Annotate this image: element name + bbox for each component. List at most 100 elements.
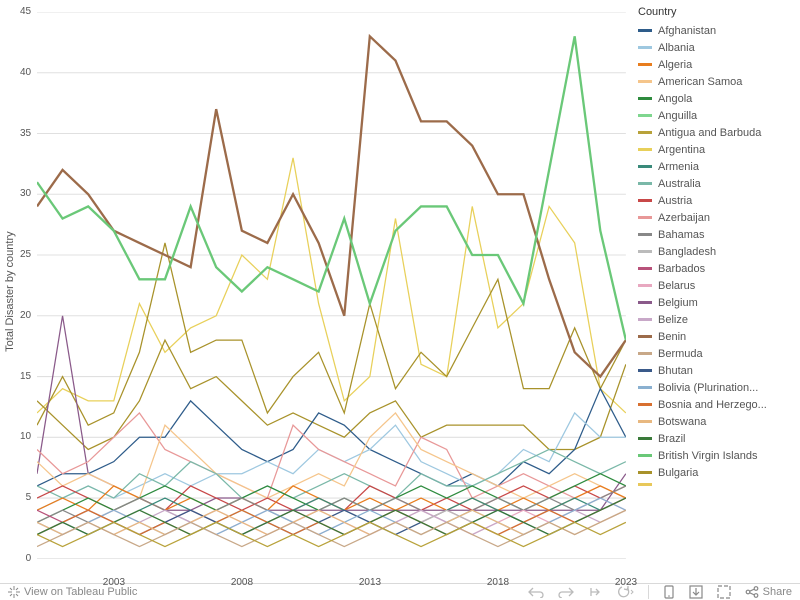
- legend-label: Botswana: [658, 416, 706, 428]
- x-tick: 2008: [231, 577, 253, 588]
- share-button[interactable]: Share: [745, 586, 792, 598]
- legend-swatch: [638, 29, 652, 32]
- legend-label: Austria: [658, 195, 692, 207]
- share-icon: [745, 586, 759, 598]
- legend-item[interactable]: Algeria: [638, 56, 796, 73]
- legend-label: Brazil: [658, 433, 686, 445]
- legend-item[interactable]: Bermuda: [638, 345, 796, 362]
- legend-item[interactable]: Bahamas: [638, 226, 796, 243]
- legend-swatch: [638, 216, 652, 219]
- legend-label: Bahamas: [658, 229, 704, 241]
- legend-label: British Virgin Islands: [658, 450, 757, 462]
- download-button[interactable]: [689, 585, 703, 599]
- legend-item[interactable]: American Samoa: [638, 73, 796, 90]
- legend-swatch: [638, 437, 652, 440]
- legend-swatch: [638, 233, 652, 236]
- legend-item[interactable]: Bolivia (Plurination...: [638, 379, 796, 396]
- legend-label: Antigua and Barbuda: [658, 127, 761, 139]
- x-tick: 2023: [615, 577, 637, 588]
- legend-item[interactable]: Bhutan: [638, 362, 796, 379]
- legend-label: Bermuda: [658, 348, 703, 360]
- share-label: Share: [763, 586, 792, 598]
- legend-swatch: [638, 284, 652, 287]
- x-tick: 2018: [487, 577, 509, 588]
- undo-icon: [528, 586, 544, 598]
- legend-item[interactable]: Barbados: [638, 260, 796, 277]
- legend-label: Barbados: [658, 263, 705, 275]
- legend-item[interactable]: British Virgin Islands: [638, 447, 796, 464]
- legend-label: Bangladesh: [658, 246, 716, 258]
- fullscreen-button[interactable]: [717, 585, 731, 599]
- legend-item[interactable]: Belarus: [638, 277, 796, 294]
- legend-item[interactable]: Afghanistan: [638, 22, 796, 39]
- legend-swatch: [638, 454, 652, 457]
- legend-swatch: [638, 386, 652, 389]
- legend-label: American Samoa: [658, 76, 742, 88]
- legend-item[interactable]: Brazil: [638, 430, 796, 447]
- legend-item[interactable]: Bulgaria: [638, 464, 796, 481]
- legend-item[interactable]: Australia: [638, 175, 796, 192]
- legend-swatch: [638, 471, 652, 474]
- toolbar-separator: [648, 585, 649, 599]
- legend-label: Belarus: [658, 280, 695, 292]
- plot-region: Total Disaster by country 45403530252015…: [0, 0, 630, 583]
- legend-swatch: [638, 63, 652, 66]
- legend-label: Bolivia (Plurination...: [658, 382, 758, 394]
- legend-item[interactable]: Albania: [638, 39, 796, 56]
- replay-button[interactable]: [588, 586, 602, 598]
- tableau-icon: [8, 586, 20, 598]
- legend: Country AfghanistanAlbaniaAlgeriaAmerica…: [630, 0, 800, 583]
- legend-item[interactable]: Antigua and Barbuda: [638, 124, 796, 141]
- plot-svg-wrap: 20032008201320182023: [37, 0, 630, 583]
- legend-item[interactable]: Austria: [638, 192, 796, 209]
- replay-icon: [588, 586, 602, 598]
- legend-swatch: [638, 420, 652, 423]
- redo-icon: [558, 586, 574, 598]
- device-button[interactable]: [663, 585, 675, 599]
- legend-swatch: [638, 165, 652, 168]
- x-tick: 2013: [359, 577, 381, 588]
- redo-button[interactable]: [558, 586, 574, 598]
- device-icon: [663, 585, 675, 599]
- chart-container: Total Disaster by country 45403530252015…: [0, 0, 800, 600]
- legend-label: Azerbaijan: [658, 212, 710, 224]
- legend-swatch: [638, 250, 652, 253]
- legend-label: Bhutan: [658, 365, 693, 377]
- legend-item[interactable]: Anguilla: [638, 107, 796, 124]
- legend-more-indicator: [638, 483, 652, 486]
- legend-swatch: [638, 318, 652, 321]
- legend-item[interactable]: Bosnia and Herzego...: [638, 396, 796, 413]
- legend-item[interactable]: Benin: [638, 328, 796, 345]
- legend-swatch: [638, 267, 652, 270]
- legend-item[interactable]: Armenia: [638, 158, 796, 175]
- undo-button[interactable]: [528, 586, 544, 598]
- legend-item[interactable]: Belgium: [638, 294, 796, 311]
- legend-swatch: [638, 182, 652, 185]
- line-chart[interactable]: [37, 12, 626, 559]
- x-tick: 2003: [103, 577, 125, 588]
- legend-item[interactable]: Argentina: [638, 141, 796, 158]
- legend-item[interactable]: Bangladesh: [638, 243, 796, 260]
- legend-swatch: [638, 403, 652, 406]
- legend-label: Belize: [658, 314, 688, 326]
- legend-item[interactable]: Azerbaijan: [638, 209, 796, 226]
- legend-item[interactable]: Angola: [638, 90, 796, 107]
- legend-swatch: [638, 97, 652, 100]
- legend-swatch: [638, 301, 652, 304]
- legend-label: Albania: [658, 42, 695, 54]
- y-axis-ticks: 454035302520151050: [20, 0, 37, 583]
- legend-label: Australia: [658, 178, 701, 190]
- legend-swatch: [638, 114, 652, 117]
- fullscreen-icon: [717, 585, 731, 599]
- legend-swatch: [638, 148, 652, 151]
- legend-item[interactable]: Belize: [638, 311, 796, 328]
- legend-label: Afghanistan: [658, 25, 716, 37]
- legend-label: Bosnia and Herzego...: [658, 399, 767, 411]
- legend-swatch: [638, 199, 652, 202]
- legend-item[interactable]: Botswana: [638, 413, 796, 430]
- legend-label: Belgium: [658, 297, 698, 309]
- legend-swatch: [638, 46, 652, 49]
- legend-label: Anguilla: [658, 110, 697, 122]
- legend-label: Bulgaria: [658, 467, 698, 479]
- legend-swatch: [638, 131, 652, 134]
